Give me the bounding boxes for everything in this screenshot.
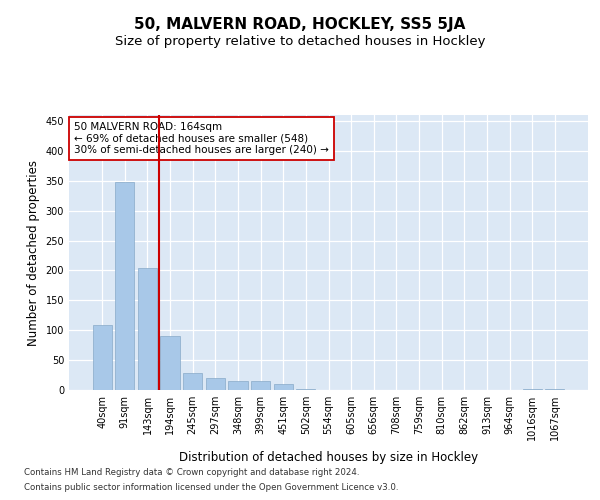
Text: Contains HM Land Registry data © Crown copyright and database right 2024.: Contains HM Land Registry data © Crown c… [24, 468, 359, 477]
Bar [92, 326, 112, 390]
Bar [115, 182, 134, 390]
Bar [229, 381, 248, 390]
Y-axis label: Number of detached properties: Number of detached properties [27, 160, 40, 346]
Bar [251, 381, 270, 390]
Bar [296, 389, 316, 390]
Bar [523, 389, 542, 390]
Bar [160, 336, 180, 390]
Bar [274, 384, 293, 390]
Bar [183, 374, 202, 390]
Text: 50 MALVERN ROAD: 164sqm
← 69% of detached houses are smaller (548)
30% of semi-d: 50 MALVERN ROAD: 164sqm ← 69% of detache… [74, 122, 329, 155]
Bar [206, 378, 225, 390]
Text: 50, MALVERN ROAD, HOCKLEY, SS5 5JA: 50, MALVERN ROAD, HOCKLEY, SS5 5JA [134, 18, 466, 32]
Bar [138, 268, 157, 390]
Text: Contains public sector information licensed under the Open Government Licence v3: Contains public sector information licen… [24, 483, 398, 492]
Text: Distribution of detached houses by size in Hockley: Distribution of detached houses by size … [179, 451, 478, 464]
Text: Size of property relative to detached houses in Hockley: Size of property relative to detached ho… [115, 35, 485, 48]
Bar [545, 389, 565, 390]
